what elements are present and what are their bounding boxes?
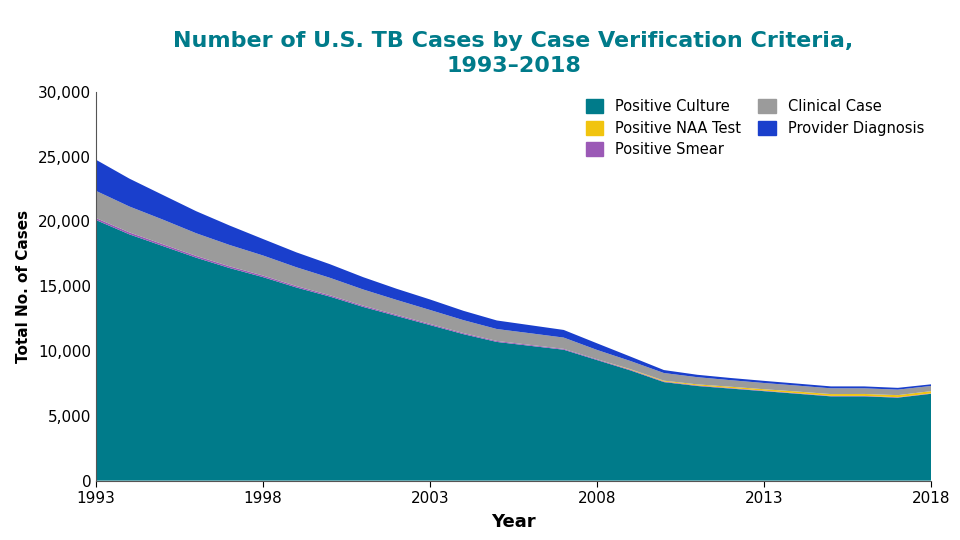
- X-axis label: Year: Year: [492, 513, 536, 531]
- Legend: Positive Culture, Positive NAA Test, Positive Smear, Clinical Case, Provider Dia: Positive Culture, Positive NAA Test, Pos…: [586, 99, 924, 157]
- Y-axis label: Total No. of Cases: Total No. of Cases: [16, 210, 31, 363]
- Title: Number of U.S. TB Cases by Case Verification Criteria,
1993–2018: Number of U.S. TB Cases by Case Verifica…: [174, 31, 853, 76]
